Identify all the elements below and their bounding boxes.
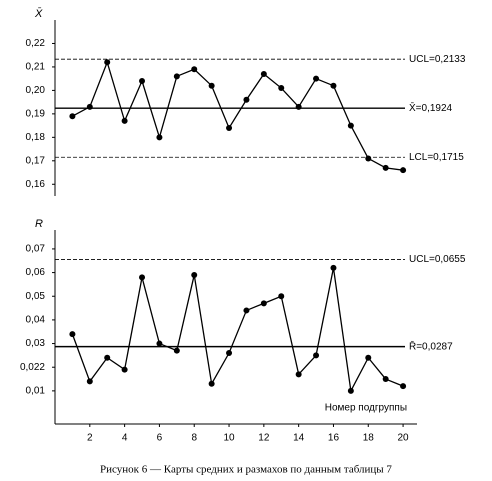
x-tick-label: 6 [157, 433, 163, 444]
y-tick-label: 0,17 [26, 155, 46, 166]
data-point [191, 271, 198, 278]
x-tick-label: 20 [398, 433, 410, 444]
data-point [400, 167, 407, 174]
data-point [226, 350, 233, 357]
y-tick-label: 0,16 [26, 179, 46, 190]
data-point [243, 96, 250, 103]
y-tick-label: 0,21 [26, 62, 46, 73]
y-tick-label: 0,22 [26, 38, 46, 49]
control-line-label: R̄=0,0287 [409, 340, 453, 353]
x-tick-label: 12 [258, 433, 270, 444]
data-line [72, 60, 404, 171]
data-point [208, 380, 215, 387]
data-point [278, 85, 285, 92]
data-point [313, 75, 320, 82]
data-point [139, 274, 146, 281]
data-point [104, 354, 111, 361]
data-point [121, 117, 128, 124]
data-point [243, 307, 250, 314]
data-point [295, 371, 302, 378]
x-tick-label: 2 [87, 433, 93, 444]
y-tick-label: 0,03 [26, 338, 46, 349]
data-point [365, 155, 372, 162]
data-point [156, 134, 163, 141]
y-tick-label: 0,05 [26, 291, 46, 302]
data-point [86, 378, 93, 385]
y-tick-label: 0,20 [26, 85, 46, 96]
data-line [71, 267, 404, 393]
data-point [330, 264, 337, 271]
caption: Рисунок 6 — Карты средних и размахов по … [100, 464, 392, 476]
data-point [330, 82, 337, 89]
control-line-label: LCL=0,1715 [409, 152, 464, 163]
data-point [347, 387, 354, 394]
data-point [191, 66, 198, 73]
data-point [156, 340, 163, 347]
data-point [139, 78, 146, 85]
y-tick-label: 0,07 [26, 244, 46, 255]
y-tick-label: 0,01 [26, 386, 46, 397]
y-axis-label: X̄ [34, 7, 43, 20]
data-point [69, 113, 76, 120]
data-point [260, 70, 267, 77]
y-tick-label: 0,04 [26, 315, 46, 326]
x-tick-label: 4 [122, 433, 128, 444]
y-tick-label: 0,19 [26, 109, 46, 120]
data-point [104, 59, 111, 66]
x-tick-label: 18 [363, 433, 375, 444]
data-point [365, 354, 372, 361]
y-tick-label: 0,022 [20, 362, 45, 373]
y-tick-label: 0,18 [26, 132, 46, 143]
data-point [226, 124, 233, 131]
data-point [400, 383, 407, 390]
data-point [295, 103, 302, 110]
data-point [121, 366, 128, 373]
x-tick-label: 10 [223, 433, 235, 444]
x-tick-label: 8 [191, 433, 197, 444]
x-axis-label: Номер подгруппы [325, 403, 407, 414]
data-point [208, 82, 215, 89]
data-point [260, 300, 267, 307]
data-point [313, 352, 320, 359]
data-point [69, 331, 76, 338]
data-point [382, 164, 389, 171]
control-line-label: UCL=0,2133 [409, 54, 466, 65]
x-tick-label: 14 [293, 433, 305, 444]
x-tick-label: 16 [328, 433, 340, 444]
data-point [173, 347, 180, 354]
data-point [382, 376, 389, 383]
y-tick-label: 0,06 [26, 267, 46, 278]
control-line-label: X̄=0,1924 [409, 101, 453, 114]
control-line-label: UCL=0,0655 [409, 254, 466, 265]
data-point [278, 293, 285, 300]
data-point [347, 122, 354, 129]
data-point [86, 103, 93, 110]
data-point [173, 73, 180, 80]
y-axis-label: R [35, 218, 43, 230]
